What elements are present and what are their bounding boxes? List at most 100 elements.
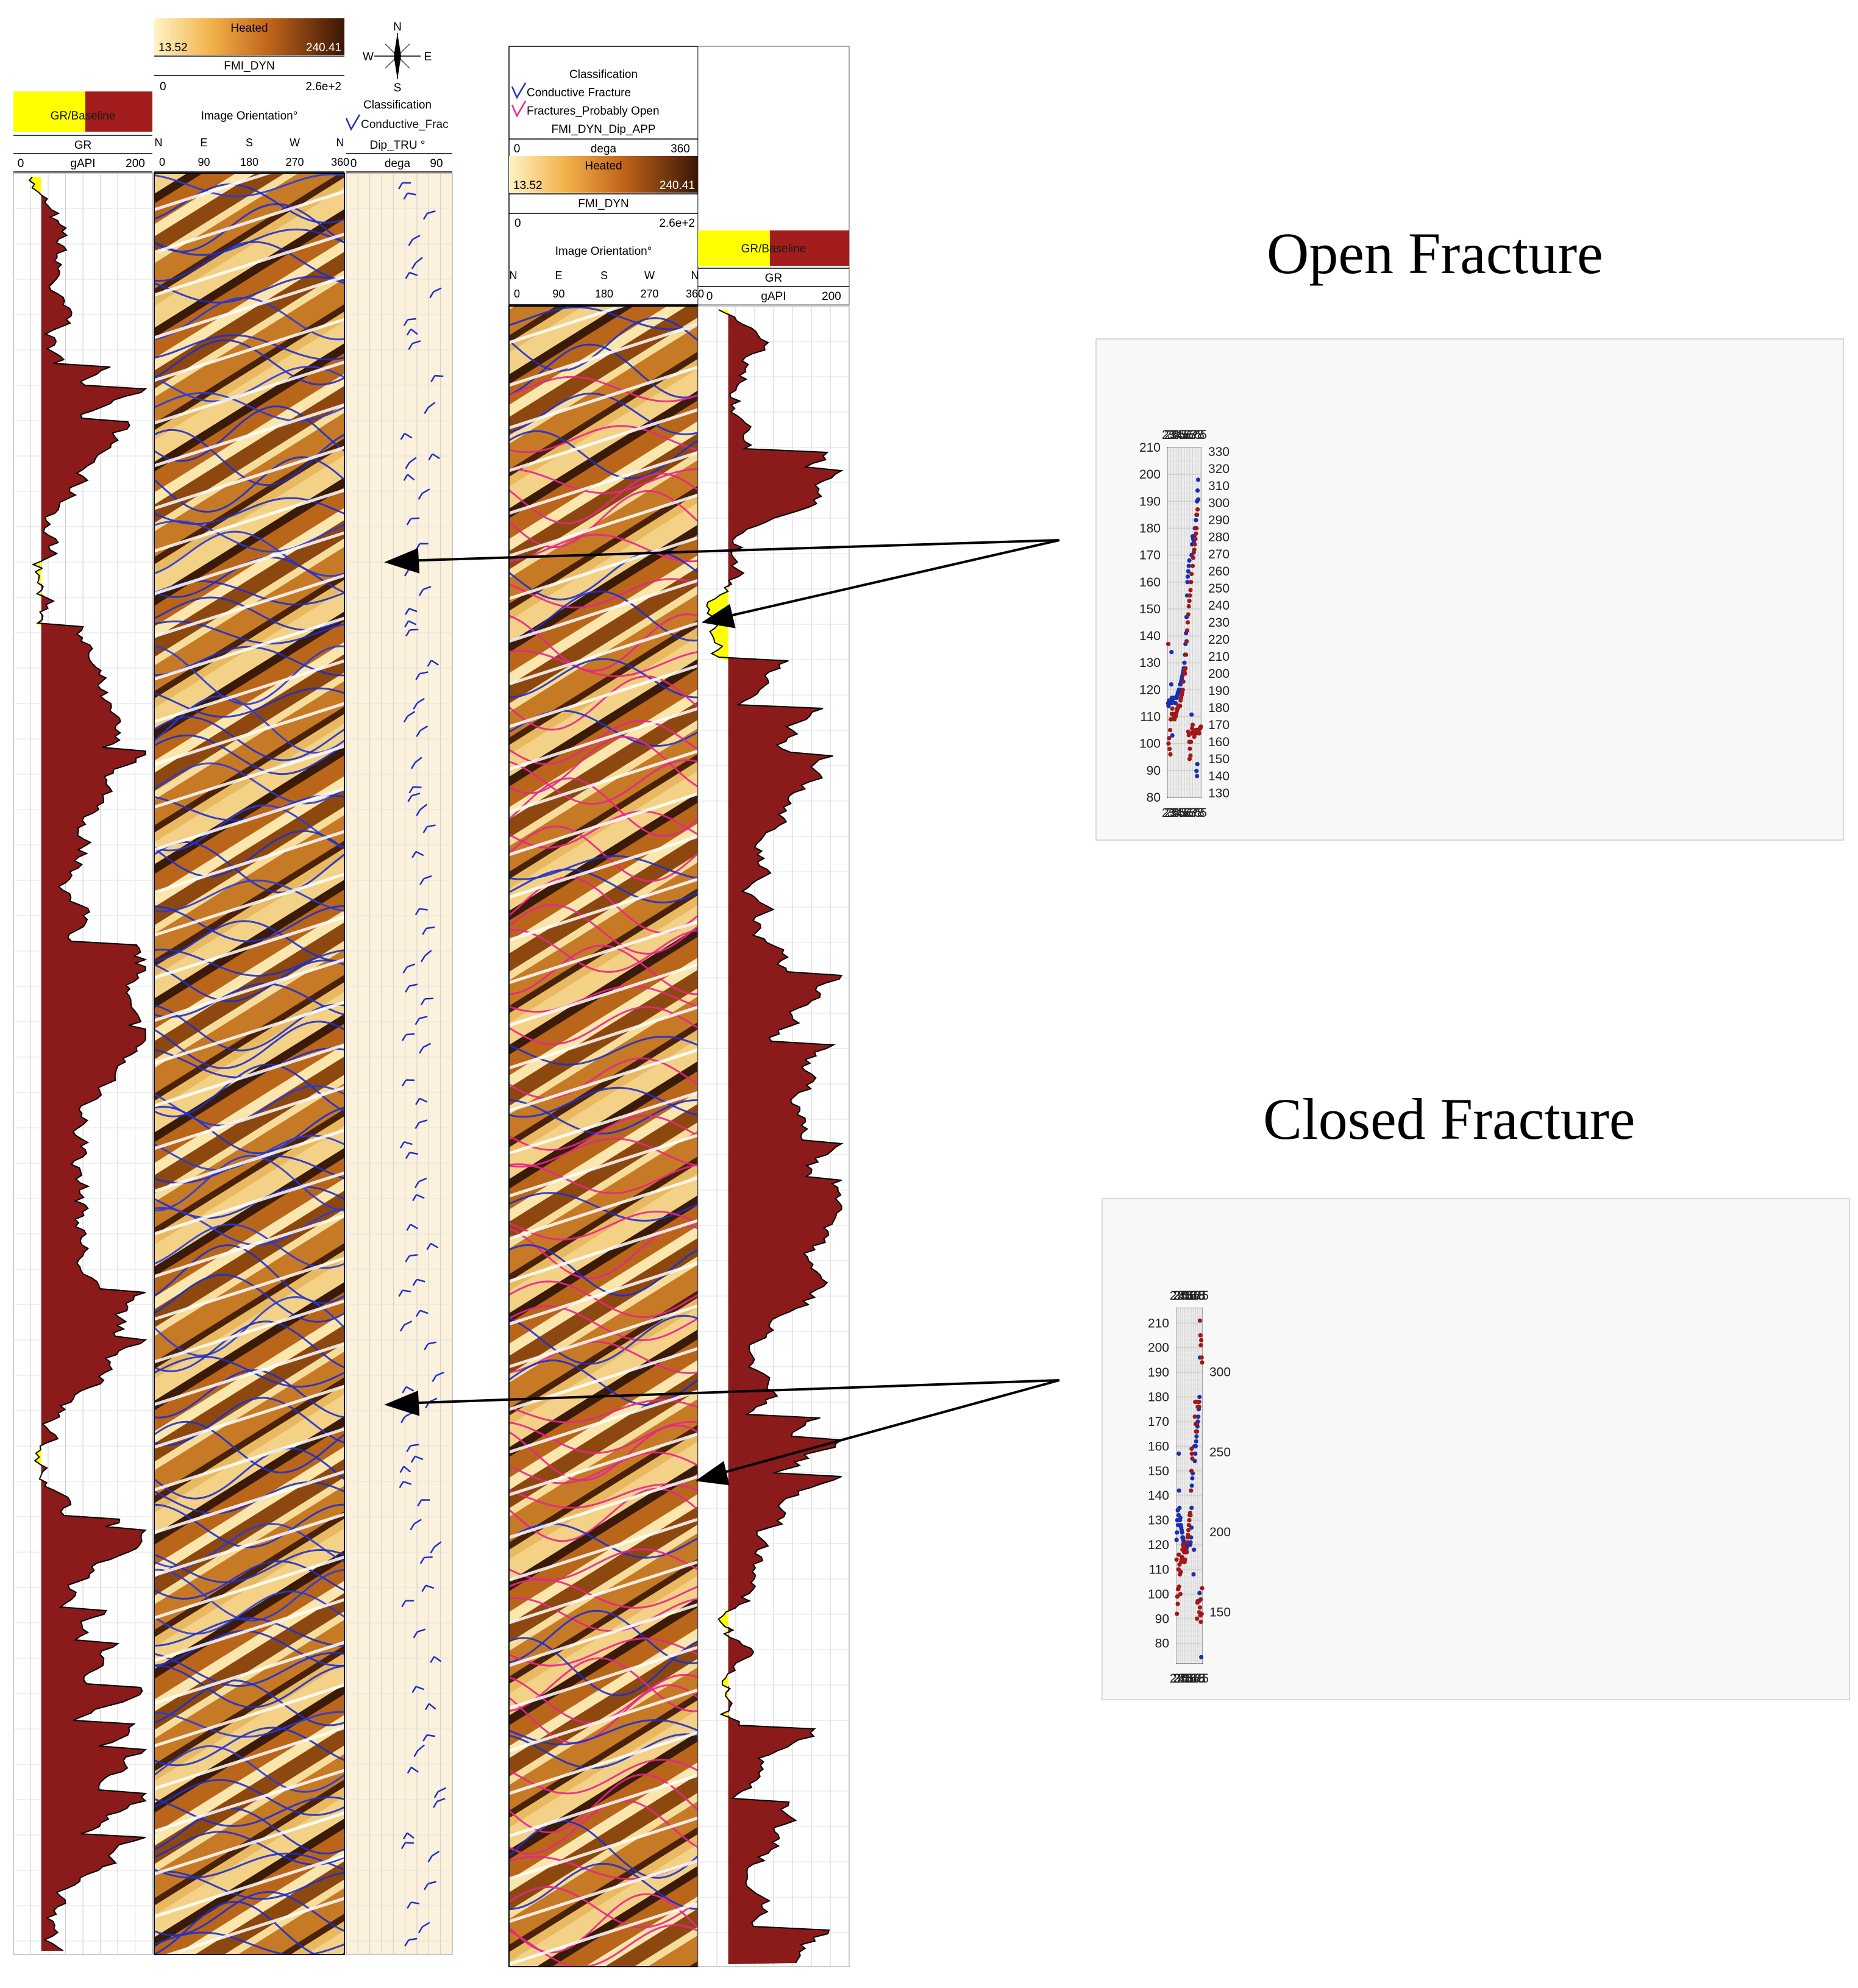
scatter-point <box>1184 1540 1190 1545</box>
dip-tadpole <box>402 1832 415 1840</box>
bedding-trace <box>154 1214 344 1278</box>
scatter-point <box>1180 1530 1184 1535</box>
y-tick-label-right: 230 <box>1208 616 1230 630</box>
x-tick-label-top: 7 <box>1194 1289 1201 1303</box>
scatter-point <box>1198 1333 1203 1338</box>
left-dir-label: W <box>290 137 300 149</box>
right-orientation-label: Image Orientation° <box>555 245 652 258</box>
scatter-point <box>1176 1584 1181 1589</box>
scatter-point <box>1186 569 1191 574</box>
fracture-sinusoid <box>154 1548 344 1584</box>
fracture-sinusoid <box>509 425 698 454</box>
x-tick-label-bottom: 2 <box>1173 1672 1180 1686</box>
scatter-point <box>1176 1552 1181 1557</box>
scatter-point <box>1178 1515 1183 1520</box>
fracture-sinusoid <box>154 1726 344 1767</box>
x-tick-label-bottom: 7 <box>1192 806 1199 820</box>
right-dir-label: N <box>691 269 699 282</box>
dip-tadpole <box>405 629 419 637</box>
dip-tadpole <box>407 793 421 802</box>
right-degree-label: 270 <box>640 288 658 300</box>
y-tick-label-right: 310 <box>1208 479 1230 493</box>
left-palette-min: 13.52 <box>158 41 188 54</box>
fracture-sinusoid <box>154 1711 344 1738</box>
fracture-sinusoid <box>154 1369 344 1419</box>
dip-tadpole <box>404 1937 418 1947</box>
bedding-trace <box>509 1688 698 1753</box>
bedding-trace <box>509 1603 698 1667</box>
fracture-sinusoid <box>154 1503 344 1548</box>
bedding-trace <box>154 1171 344 1236</box>
fracture-sinusoid <box>154 203 344 253</box>
scatter-point <box>1180 1555 1184 1559</box>
scatter-point <box>1197 1591 1202 1595</box>
bedding-trace <box>154 1555 344 1620</box>
dip-tadpole <box>420 997 433 1005</box>
bedding-trace <box>154 915 344 980</box>
arrow-head-closed-2 <box>695 1461 730 1486</box>
x-tick-label-top: 2.5 <box>1170 1289 1187 1303</box>
bedding-trace <box>154 1598 344 1662</box>
y-tick-label-left: 100 <box>1139 737 1161 751</box>
dip-tadpole <box>399 1320 413 1332</box>
fracture-sinusoid <box>509 1886 698 1929</box>
fracture-sinusoid <box>509 1487 698 1542</box>
dip-tadpole <box>401 1600 415 1608</box>
fracture-sinusoid <box>509 1637 698 1697</box>
bedding-trace <box>509 1304 698 1369</box>
right-dir-label: W <box>644 269 655 282</box>
chart-panel <box>1102 1198 1850 1700</box>
bedding-trace <box>154 958 344 1022</box>
right-dir-label: S <box>600 269 608 282</box>
scatter-point <box>1186 1533 1191 1537</box>
y-tick-label-right: 200 <box>1208 667 1230 681</box>
fracture-sinusoid <box>154 959 344 1002</box>
dip-tadpole <box>407 1766 419 1774</box>
dip-tadpole <box>422 926 435 935</box>
dip-tadpole <box>430 1541 442 1554</box>
scatter-point <box>1192 542 1197 547</box>
bedding-trace <box>509 451 698 515</box>
bedding-trace <box>509 1133 698 1198</box>
left-palette-max: 240.41 <box>306 41 341 54</box>
x-tick-label-top: 6.5 <box>1184 428 1201 442</box>
y-tick-label-right: 250 <box>1208 582 1230 596</box>
dip-tadpole <box>424 1703 436 1711</box>
bedding-trace <box>509 877 698 942</box>
fracture-sinusoid <box>509 1280 698 1318</box>
dip-tadpole <box>419 1556 433 1564</box>
scatter-point <box>1194 1439 1198 1444</box>
y-tick-label-right: 260 <box>1208 565 1230 579</box>
fracture-sinusoid <box>154 982 344 1018</box>
dip-tadpole <box>416 725 429 737</box>
dip-tadpole <box>419 875 432 886</box>
bedding-trace <box>154 190 344 254</box>
right-palette-min: 13.52 <box>513 179 543 192</box>
bedding-trace <box>154 830 344 894</box>
scatter-point <box>1190 722 1195 727</box>
x-tick-label-bottom: 5.5 <box>1183 1672 1200 1686</box>
y-tick-label-left: 170 <box>1148 1415 1169 1429</box>
dip-tadpole <box>400 1842 414 1850</box>
fracture-sinusoid <box>509 1758 698 1795</box>
dip-tadpole <box>402 963 416 974</box>
y-tick-label-right: 200 <box>1209 1525 1231 1539</box>
left-degree-label: 270 <box>285 156 304 168</box>
dip-tadpole <box>408 235 421 246</box>
y-tick-label-left: 130 <box>1148 1514 1169 1528</box>
scatter-point <box>1190 726 1195 731</box>
right-log-header: Classification Conductive Fracture Fract… <box>508 46 850 305</box>
fracture-sinusoid <box>509 468 698 494</box>
y-tick-label-left: 140 <box>1139 629 1161 643</box>
y-tick-label-left: 150 <box>1148 1464 1169 1478</box>
fracture-sinusoid <box>509 1733 698 1769</box>
right-image-curve: FMI_DYN <box>578 198 628 210</box>
y-tick-label-left: 180 <box>1139 521 1161 535</box>
dip-tadpole <box>404 620 417 628</box>
x-tick-label-top: 4.5 <box>1178 1289 1196 1303</box>
scatter-point <box>1198 1619 1203 1624</box>
fracture-sinusoid <box>509 1483 698 1509</box>
left-gr-name: GR <box>74 139 92 152</box>
right-gr-name: GR <box>765 272 783 285</box>
fracture-sinusoid <box>509 1597 698 1633</box>
